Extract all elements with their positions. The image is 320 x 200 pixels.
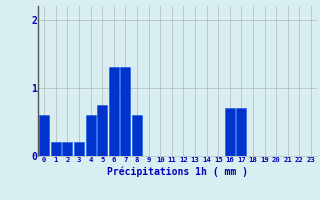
Bar [236,108,246,156]
Bar [97,105,107,156]
Bar [39,115,49,156]
Bar [109,67,119,156]
Bar [225,108,235,156]
Bar [132,115,142,156]
Bar [120,67,130,156]
X-axis label: Précipitations 1h ( mm ): Précipitations 1h ( mm ) [107,166,248,177]
Bar [74,142,84,156]
Bar [62,142,72,156]
Bar [86,115,96,156]
Bar [51,142,61,156]
